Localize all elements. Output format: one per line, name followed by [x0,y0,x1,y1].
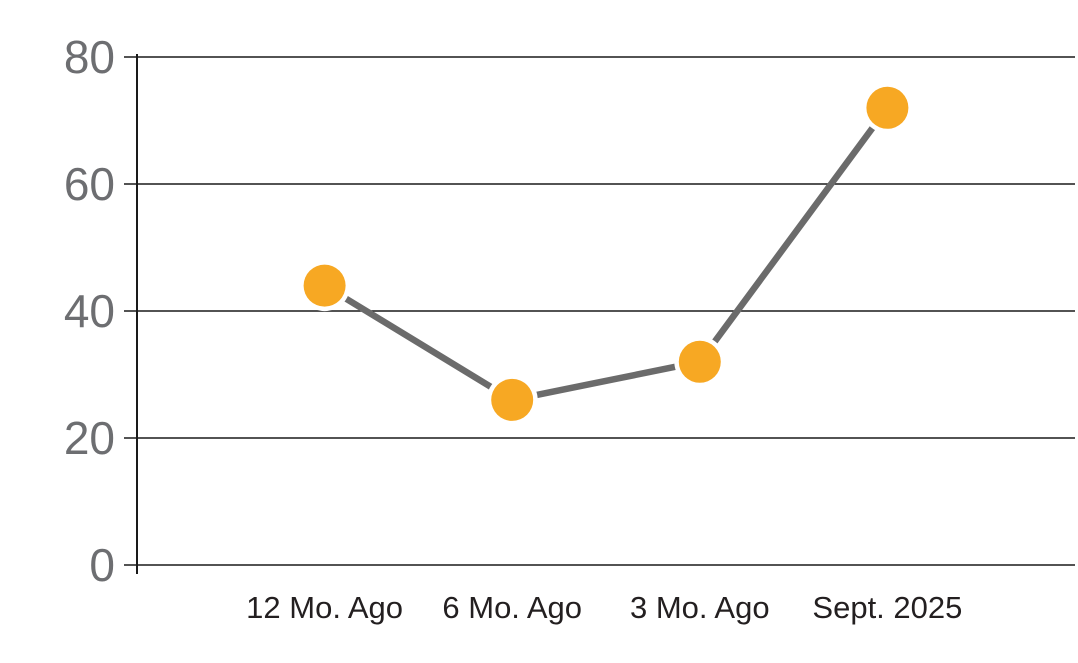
x-tick-label: Sept. 2025 [812,590,962,625]
x-tick-label: 3 Mo. Ago [630,590,770,625]
x-tick-label: 6 Mo. Ago [442,590,582,625]
data-line-series-1 [321,104,891,404]
data-point-3 [866,86,909,129]
data-point-2 [678,340,721,383]
y-tick-label: 40 [64,285,115,337]
x-tick-label: 12 Mo. Ago [246,590,403,625]
data-point-1 [491,378,534,421]
y-tick-label: 80 [64,31,115,83]
y-tick-label: 0 [89,539,115,591]
data-point-0 [303,264,346,307]
y-tick-label: 20 [64,412,115,464]
y-tick-label: 60 [64,158,115,210]
